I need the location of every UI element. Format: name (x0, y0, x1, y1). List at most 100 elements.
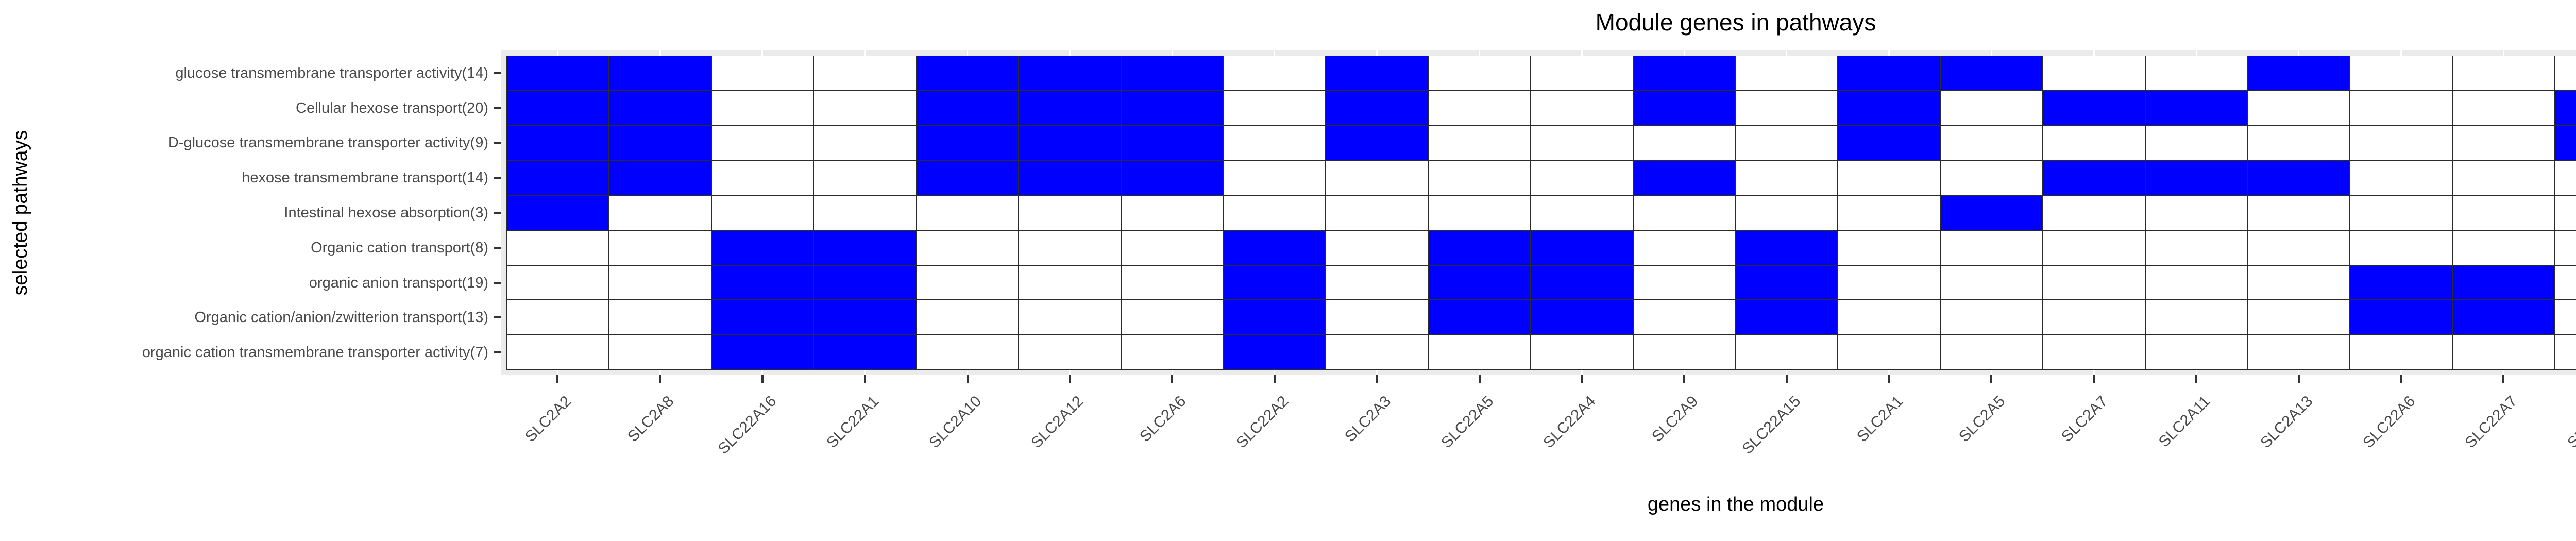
gridline-notch (1376, 50, 1378, 56)
heatmap-cell (1326, 195, 1429, 230)
x-tick (761, 375, 764, 383)
x-tick (2502, 375, 2505, 383)
x-tick (1581, 375, 1583, 383)
heatmap-cell (608, 90, 711, 126)
heatmap-cell (2554, 300, 2576, 335)
heatmap-cell (2554, 230, 2576, 265)
heatmap-cell (1940, 160, 2043, 196)
x-tick (2400, 375, 2402, 383)
heatmap-cell (506, 230, 609, 265)
gridline-notch (1581, 50, 1583, 56)
gridline-notch (1683, 370, 1685, 375)
heatmap-cell (2247, 300, 2350, 335)
heatmap-cell (711, 335, 814, 370)
gridline-notch (556, 50, 558, 56)
y-tick-label: Organic cation/anion/zwitterion transpor… (194, 309, 488, 326)
gridline-notch (1171, 370, 1173, 375)
x-tick (2195, 375, 2198, 383)
heatmap-cell (1018, 300, 1121, 335)
heatmap-cell (1121, 160, 1224, 196)
heatmap-cell (1530, 335, 1633, 370)
y-tick-label: glucose transmembrane transporter activi… (175, 64, 488, 81)
gridline-notch (1274, 50, 1276, 56)
x-tick (966, 375, 969, 383)
gridline-notch (1171, 50, 1173, 56)
heatmap-cell (711, 56, 814, 91)
heatmap-cell (1735, 160, 1838, 196)
heatmap-cell (916, 125, 1019, 161)
heatmap-cell (2247, 90, 2350, 126)
heatmap-cell (1223, 300, 1326, 335)
heatmap-cell (711, 230, 814, 265)
gridline-notch (2400, 50, 2402, 56)
heatmap-cell (2247, 335, 2350, 370)
gridline-notch (1990, 50, 1992, 56)
heatmap-cell (916, 56, 1019, 91)
heatmap-cell (608, 56, 711, 91)
heatmap-cell (1018, 230, 1121, 265)
x-tick (1273, 375, 1276, 383)
heatmap-cell (608, 335, 711, 370)
heatmap-cell (2350, 335, 2453, 370)
x-tick (1069, 375, 1071, 383)
heatmap-cell (916, 195, 1019, 230)
y-tick (494, 316, 501, 319)
gridline-notch (1069, 50, 1071, 56)
heatmap-cell (1940, 335, 2043, 370)
heatmap-cell (1326, 160, 1429, 196)
heatmap-cell (1223, 335, 1326, 370)
x-tick (1683, 375, 1686, 383)
heatmap-cell (1121, 195, 1224, 230)
heatmap-cell (711, 125, 814, 161)
heatmap-cell (2452, 300, 2555, 335)
heatmap-cell (506, 195, 609, 230)
gridline-notch (1888, 50, 1890, 56)
heatmap-cell (1735, 335, 1838, 370)
heatmap-cell (1018, 160, 1121, 196)
heatmap-cell (2042, 230, 2145, 265)
gridline-notch (2400, 370, 2402, 375)
gridline-notch (1581, 370, 1583, 375)
heatmap-cell (2350, 125, 2453, 161)
gridline-notch (1786, 50, 1788, 56)
heatmap-cell (608, 230, 711, 265)
x-tick (1785, 375, 1788, 383)
heatmap-cell (814, 160, 917, 196)
x-tick (2297, 375, 2300, 383)
heatmap-cell (1121, 265, 1224, 300)
heatmap-cell (1633, 230, 1736, 265)
heatmap-cell (1940, 300, 2043, 335)
heatmap-cell (2350, 160, 2453, 196)
heatmap-cell (1735, 56, 1838, 91)
heatmap-cell (1633, 335, 1736, 370)
heatmap-cell (711, 300, 814, 335)
heatmap-cell (1121, 125, 1224, 161)
heatmap-cell (2350, 265, 2453, 300)
gridline-notch (1479, 370, 1481, 375)
heatmap-cell (2145, 125, 2248, 161)
heatmap-cell (711, 265, 814, 300)
heatmap-cell (1633, 90, 1736, 126)
heatmap-cell (1633, 125, 1736, 161)
heatmap-cell (1326, 90, 1429, 126)
heatmap-cell (814, 195, 917, 230)
y-tick-label: organic cation transmembrane transporter… (142, 344, 488, 361)
heatmap-cell (2247, 265, 2350, 300)
heatmap-cell (1530, 195, 1633, 230)
heatmap-cell (2350, 300, 2453, 335)
x-tick (1478, 375, 1481, 383)
heatmap-cell (1838, 125, 1941, 161)
x-tick (1376, 375, 1378, 383)
heatmap-cell (916, 90, 1019, 126)
heatmap-cell (608, 125, 711, 161)
heatmap-cell (1326, 300, 1429, 335)
heatmap-cell (1838, 160, 1941, 196)
y-tick-label: Intestinal hexose absorption(3) (284, 205, 488, 221)
heatmap-cell (1940, 195, 2043, 230)
heatmap-cell (2042, 335, 2145, 370)
heatmap-cell (608, 195, 711, 230)
heatmap-cell (2145, 230, 2248, 265)
heatmap-cell (1838, 335, 1941, 370)
heatmap-cell (506, 335, 609, 370)
heatmap-cell (916, 335, 1019, 370)
